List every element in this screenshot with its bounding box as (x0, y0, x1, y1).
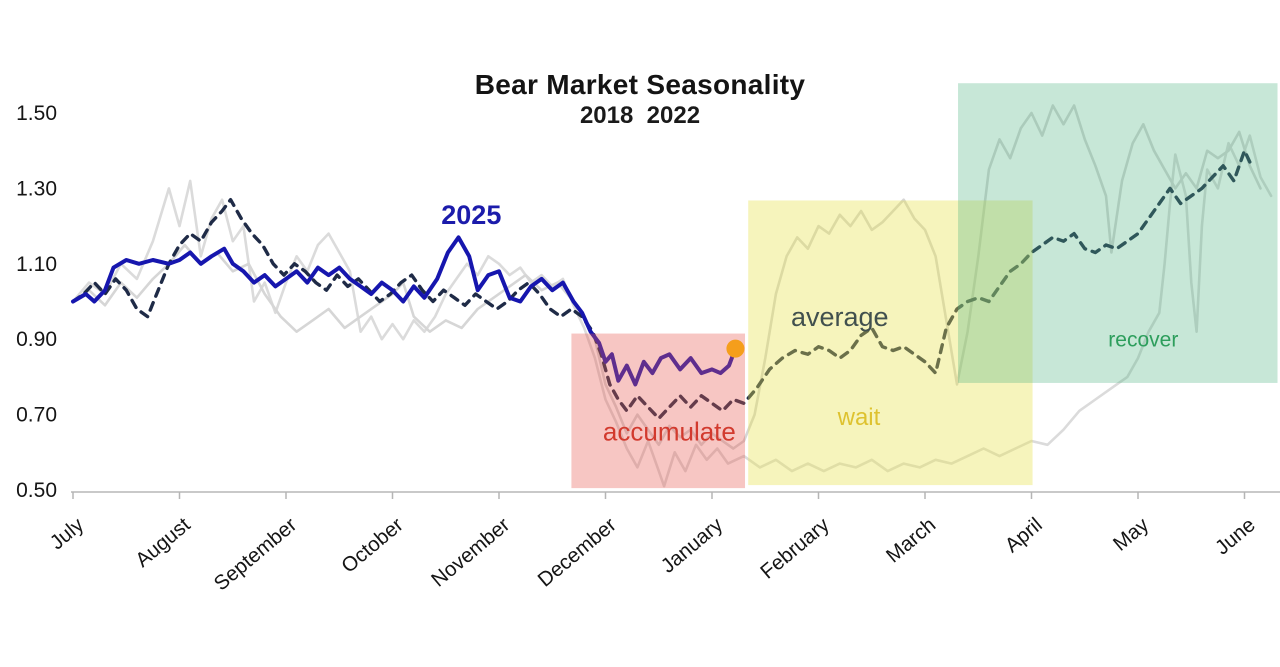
y-tick-label: 1.30 (16, 177, 57, 200)
x-tick-label: January (657, 513, 728, 578)
x-tick-label: September (210, 513, 302, 595)
recover-zone (958, 83, 1278, 383)
x-tick-label: May (1109, 513, 1154, 556)
accumulate-zone (571, 333, 746, 489)
wait-zone (748, 200, 1033, 486)
x-tick-label: December (533, 513, 620, 592)
annotation-recover: recover (1108, 329, 1178, 352)
x-tick-label: June (1211, 513, 1260, 559)
annotation-accumulate: accumulate (603, 417, 736, 447)
y-tick-label: 0.70 (16, 404, 57, 427)
chart-subtitle: 2018 2022 (579, 102, 701, 129)
x-tick-label: February (756, 513, 834, 584)
x-tick-label: August (131, 513, 195, 572)
x-tick-label: March (882, 513, 940, 567)
annotation-average: average (791, 302, 889, 332)
series-line-2025 (71, 235, 738, 387)
x-tick-label: April (1001, 513, 1047, 557)
series-line-average (71, 148, 1252, 421)
y-tick-label: 1.50 (16, 102, 57, 125)
latest-point (726, 339, 745, 358)
y-tick-label: 0.90 (16, 328, 57, 351)
y-tick-label: 0.50 (16, 479, 57, 502)
y-tick-label: 1.10 (16, 253, 57, 276)
x-tick-label: July (45, 513, 88, 555)
chart-title: Bear Market Seasonality (474, 69, 806, 100)
x-tick-label: November (427, 513, 514, 592)
annotation-2025: 2025 (441, 200, 501, 230)
annotation-wait: wait (837, 404, 881, 431)
x-tick-label: October (337, 513, 408, 578)
series-line-2022 (71, 104, 1262, 450)
series-line-2018 (71, 134, 1273, 488)
